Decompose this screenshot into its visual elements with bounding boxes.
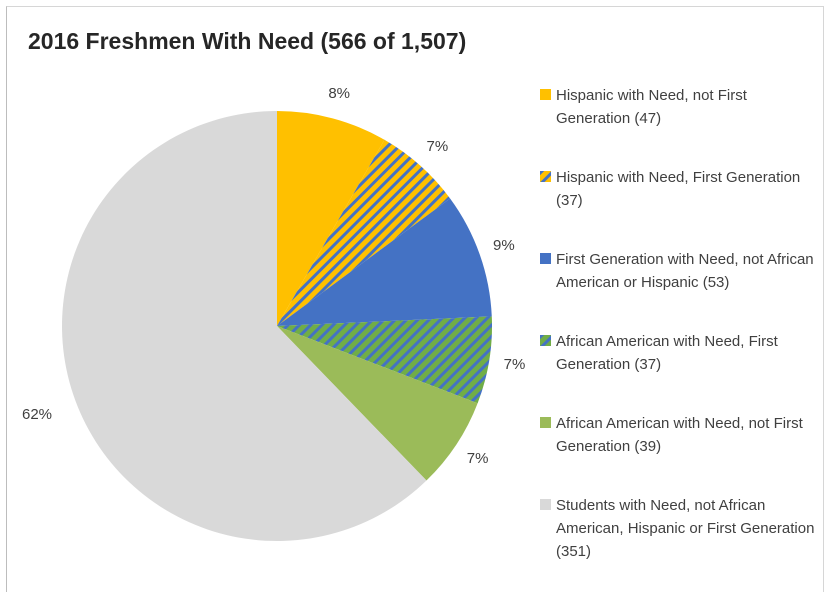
chart-frame [6,6,824,592]
pie-slice-6 [62,111,427,541]
legend-label: African American with Need, not First Ge… [556,415,803,455]
legend-item: First Generation with Need, not African … [540,248,824,294]
pie-slice-2 [277,139,451,326]
legend-label: Hispanic with Need, First Generation (37… [556,169,801,209]
slice-percent-label: 9% [493,237,515,255]
legend-item: Students with Need, not African American… [540,494,824,563]
legend-label: First Generation with Need, not African … [556,251,814,291]
legend-item: African American with Need, First Genera… [540,330,824,376]
slice-percent-label: 7% [503,356,526,374]
legend-swatch [540,417,551,428]
slice-percent-label: 62% [22,406,53,423]
legend-item: African American with Need, not First Ge… [540,412,824,458]
legend-item: Hispanic with Need, not First Generation… [540,84,824,130]
slice-percent-label: 8% [328,84,350,102]
legend-label: Students with Need, not African American… [556,497,815,560]
legend-item: Hispanic with Need, First Generation (37… [540,166,824,212]
legend-swatch [540,499,551,510]
slice-percent-label: 7% [426,138,449,155]
pie-slice-4 [277,316,493,404]
slice-percent-label: 7% [466,450,489,468]
legend-label: Hispanic with Need, not First Generation… [556,87,747,127]
chart-title: 2016 Freshmen With Need (566 of 1,507) [28,28,467,54]
legend-swatch [540,89,551,100]
pie-slice-5 [277,326,478,481]
legend-label: African American with Need, First Genera… [556,333,778,373]
legend-swatch [540,335,551,346]
legend-swatch [540,171,551,182]
legend-swatch [540,253,551,264]
pie-slice-1 [277,111,385,326]
pie-slice-3 [277,198,492,326]
